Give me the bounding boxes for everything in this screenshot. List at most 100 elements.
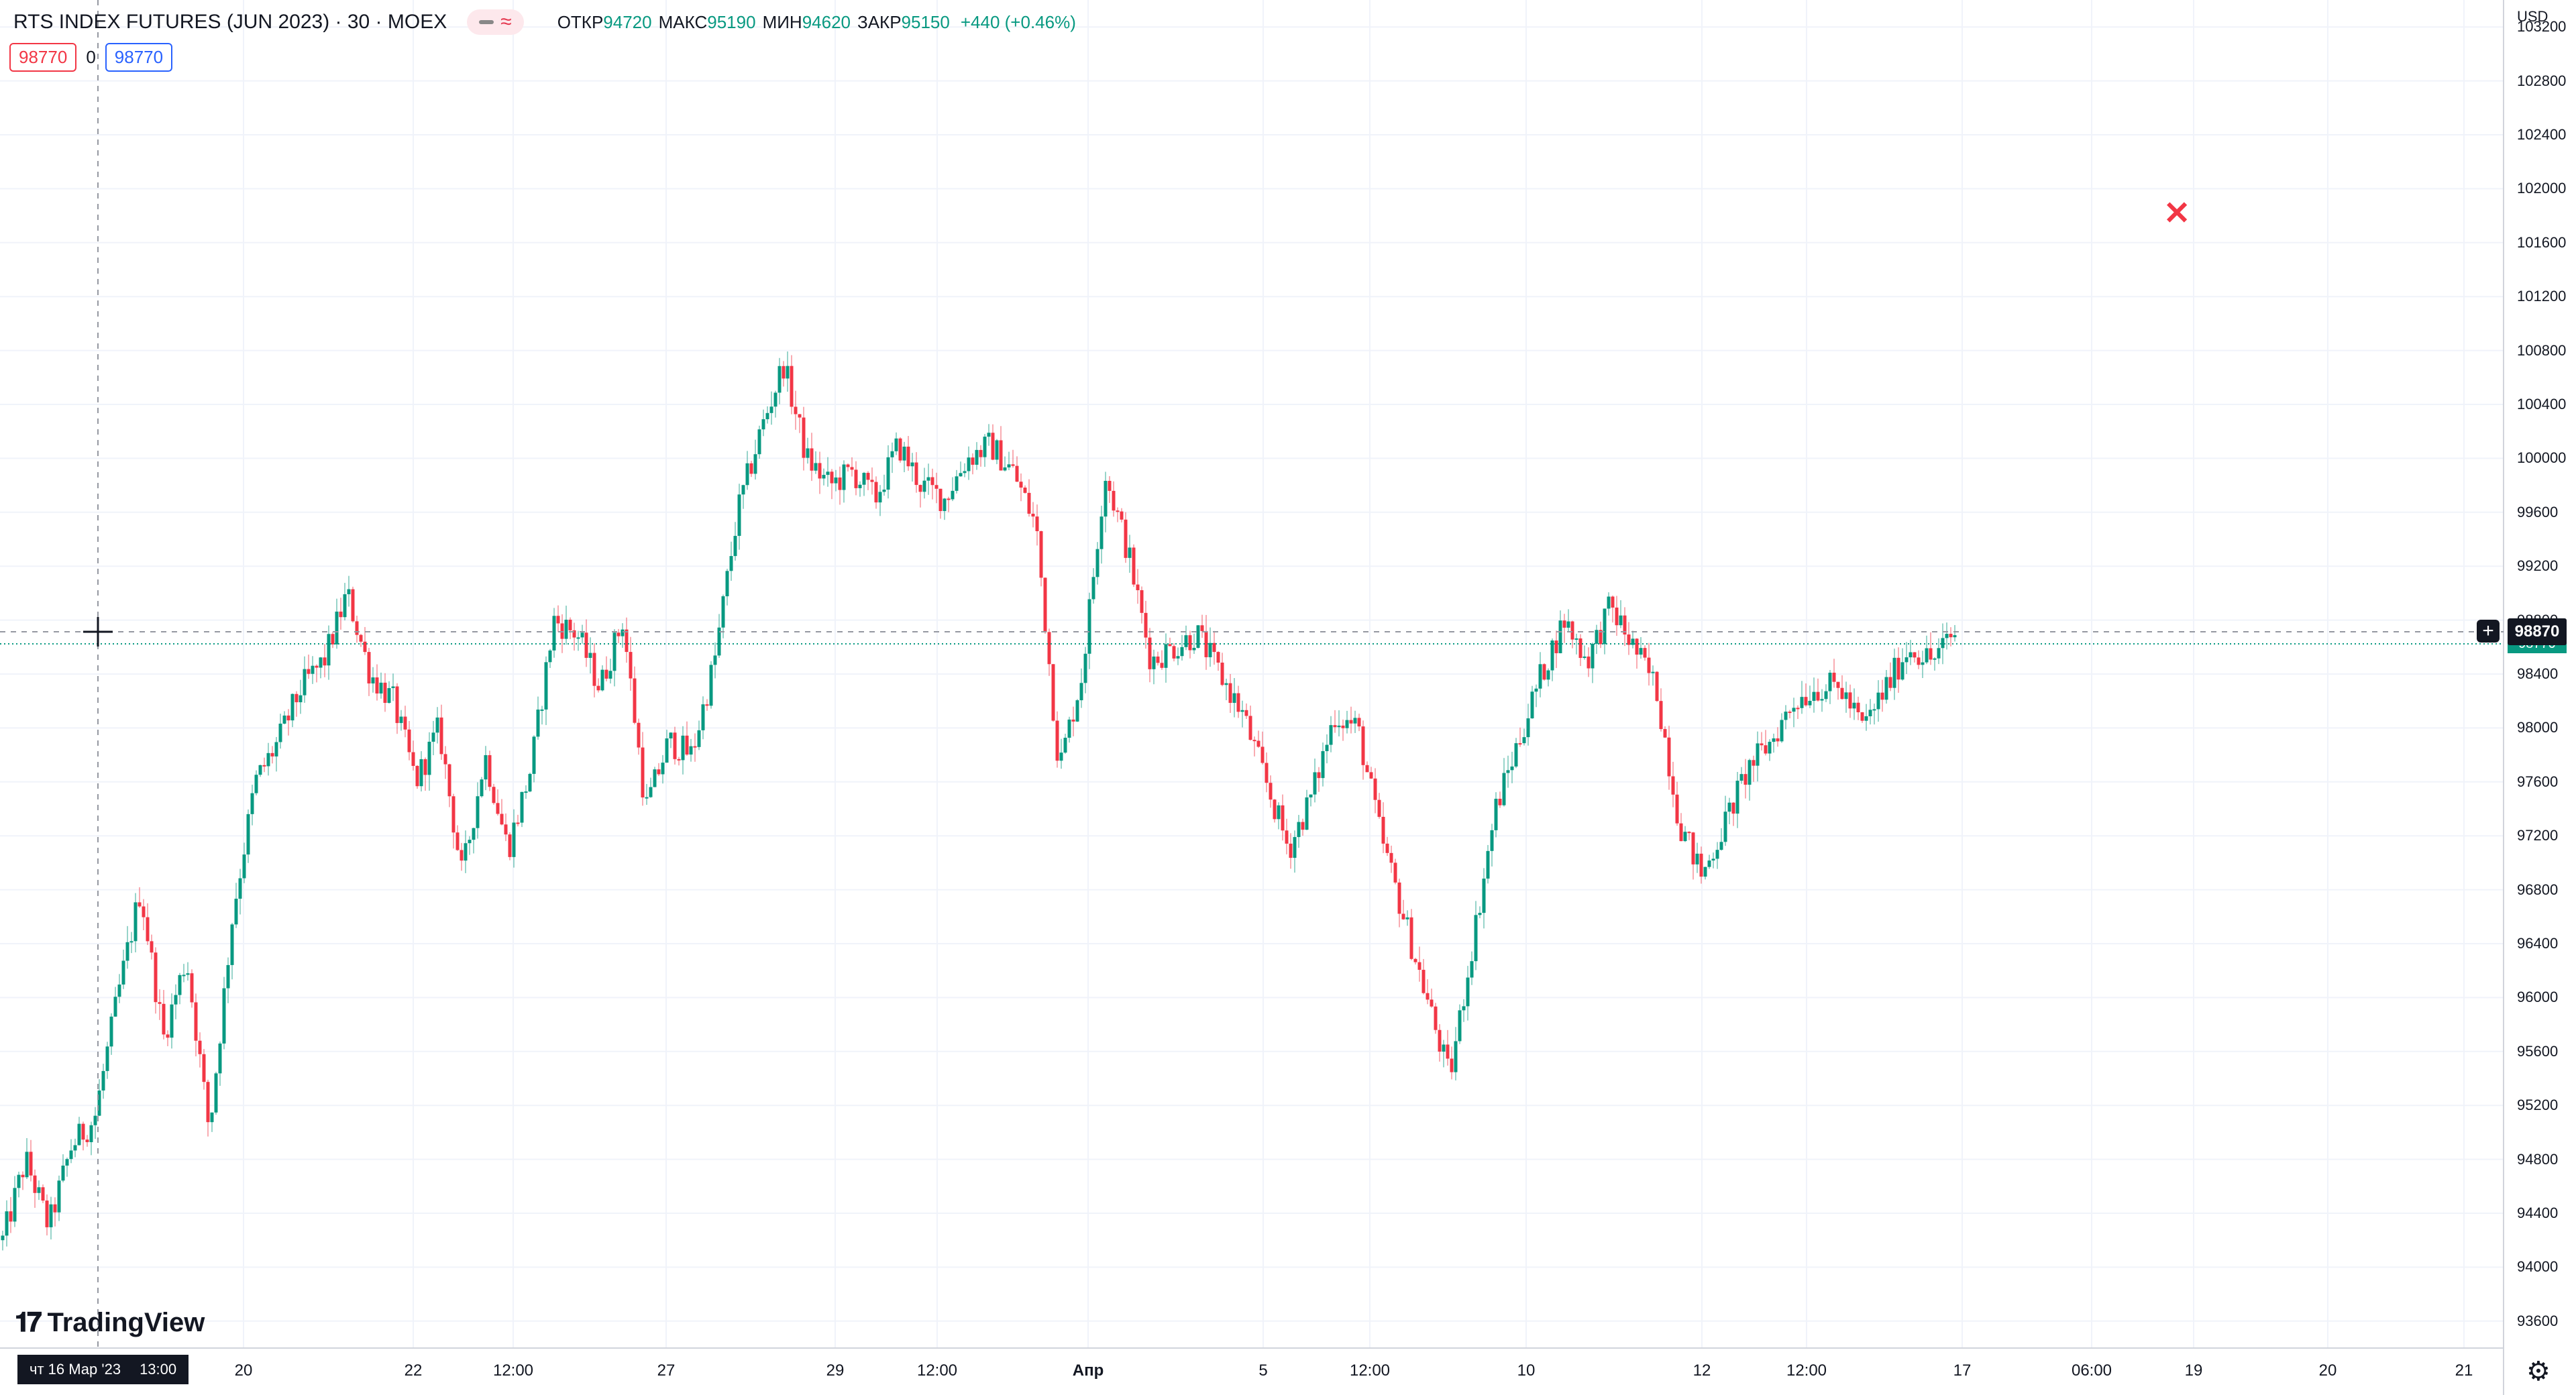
candle-body — [1260, 746, 1265, 763]
candle-body — [1937, 648, 1941, 659]
candle-body — [1856, 702, 1860, 713]
candle-body — [226, 964, 230, 989]
candle-body — [1349, 720, 1353, 724]
candle-body — [572, 630, 576, 638]
candle-body — [580, 632, 584, 638]
visibility-toggle[interactable]: ≈ — [467, 9, 524, 35]
candle-body — [33, 1175, 37, 1193]
candle-body — [1611, 596, 1615, 608]
candle-body — [1808, 701, 1812, 706]
candle-body — [13, 1188, 17, 1222]
candle-body — [1502, 773, 1506, 805]
candle-body — [1381, 816, 1385, 844]
candle-body — [1341, 725, 1345, 728]
candle-body — [500, 814, 504, 825]
candle-body — [854, 469, 858, 488]
candle-body — [641, 747, 645, 798]
candle-body — [150, 941, 154, 953]
candle-body — [1691, 832, 1695, 864]
candle-body — [1647, 657, 1651, 673]
candle-body — [516, 822, 520, 824]
candle-body — [391, 686, 395, 688]
candle-body — [1832, 673, 1836, 682]
candle-body — [230, 924, 234, 965]
ask-button[interactable]: 98770 — [105, 43, 173, 72]
close-marker-icon[interactable]: ✕ — [2163, 196, 2191, 231]
candle-body — [427, 741, 431, 775]
chart-grid — [0, 0, 2504, 1395]
candle-body — [858, 484, 862, 488]
candle-body — [1816, 691, 1820, 701]
bid-button[interactable]: 98770 — [9, 43, 77, 72]
candle-body — [625, 629, 629, 653]
candle-body — [1687, 832, 1691, 834]
candle-body — [693, 746, 697, 748]
candle-body — [1269, 783, 1273, 800]
currency-selector[interactable]: USD — [2517, 8, 2548, 25]
candle-body — [1574, 638, 1578, 640]
candle-body — [190, 973, 194, 1003]
candle-body — [1667, 737, 1671, 777]
candle-body — [1510, 766, 1514, 771]
candle-body — [1409, 917, 1413, 959]
candle-body — [1393, 862, 1397, 883]
candle-body — [37, 1187, 41, 1193]
candle-body — [1482, 879, 1486, 913]
candle-body — [1860, 712, 1864, 721]
candle-body — [568, 620, 572, 630]
candle-body — [1941, 638, 1945, 649]
candle-body — [975, 449, 979, 465]
candle-body — [1599, 630, 1603, 645]
candle-body — [886, 457, 890, 490]
candle-body — [1719, 842, 1723, 850]
candle-body — [1844, 692, 1848, 700]
candle-body — [914, 462, 918, 486]
price-tick-label: 93600 — [2517, 1312, 2559, 1329]
candle-body — [1248, 716, 1252, 740]
candle-body — [1723, 812, 1727, 842]
gear-icon[interactable]: ⚙ — [2526, 1357, 2551, 1386]
candle-body — [504, 824, 508, 835]
candle-body — [1023, 487, 1027, 493]
candle-body — [311, 665, 315, 674]
add-alert-icon[interactable]: + — [2477, 620, 2500, 643]
candle-body — [1514, 743, 1518, 767]
candle-body — [492, 787, 496, 803]
candle-body — [951, 490, 955, 500]
candle-body — [596, 685, 600, 691]
candle-body — [1075, 700, 1079, 722]
candle-body — [154, 952, 158, 1003]
candle-body — [1083, 653, 1087, 683]
candle-body — [1715, 850, 1719, 859]
candle-body — [1695, 853, 1699, 864]
candle-body — [552, 616, 556, 651]
symbol-title[interactable]: RTS INDEX FUTURES (JUN 2023) · 30 · MOEX — [13, 11, 447, 33]
price-tick-label: 96400 — [2517, 935, 2559, 952]
time-tick-label: 29 — [826, 1361, 845, 1380]
candle-body — [1438, 1029, 1442, 1052]
candle-body — [1522, 737, 1526, 744]
candle-body — [963, 471, 967, 473]
candle-body — [1087, 599, 1091, 654]
candle-body — [689, 746, 693, 755]
candle-body — [1582, 656, 1587, 659]
candle-body — [1921, 662, 1925, 665]
candle-body — [254, 775, 258, 793]
candle-body — [906, 446, 910, 467]
candle-body — [1140, 590, 1144, 613]
candle-body — [1764, 745, 1768, 754]
candle-body — [1868, 710, 1872, 716]
time-tick-label: 21 — [2455, 1361, 2473, 1380]
candle-body — [9, 1211, 13, 1222]
tradingview-logo[interactable]: 𝟏𝟕 TradingView — [15, 1308, 205, 1338]
candle-body — [294, 693, 299, 703]
candle-body — [1047, 632, 1051, 665]
candle-body — [938, 488, 943, 511]
minus-icon — [479, 20, 494, 24]
time-tick-label: 06:00 — [2071, 1361, 2112, 1380]
candle-body — [327, 634, 331, 666]
time-tick-label: 12 — [1693, 1361, 1711, 1380]
candle-body — [1337, 725, 1341, 728]
price-tick-label: 97600 — [2517, 773, 2559, 790]
